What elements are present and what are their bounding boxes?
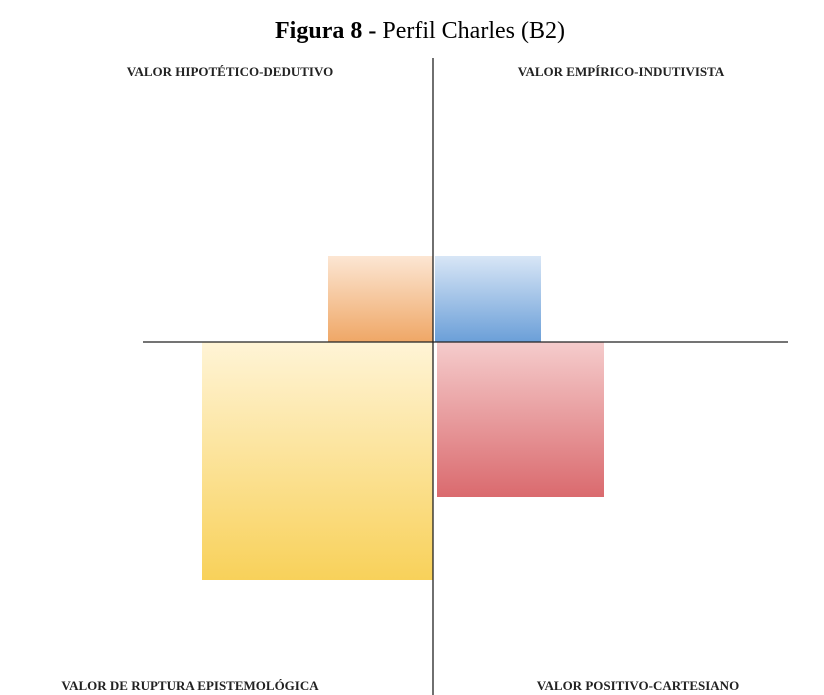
- quadrant-bar: [202, 342, 433, 580]
- quadrant-label: VALOR EMPÍRICO-INDUTIVISTA: [518, 64, 725, 79]
- quadrant-bar: [437, 342, 604, 497]
- quadrant-label: VALOR DE RUPTURA EPISTEMOLÓGICA: [61, 678, 319, 693]
- title-text: Perfil Charles (B2): [382, 18, 565, 44]
- title-prefix: Figura 8 -: [275, 18, 376, 44]
- quadrant-label: VALOR HIPOTÉTICO-DEDUTIVO: [127, 64, 333, 79]
- quadrant-bar: [328, 256, 433, 342]
- quadrant-bar: [435, 256, 541, 342]
- title: Figura 8 - Perfil Charles (B2): [275, 18, 565, 44]
- quadrant-label: VALOR POSITIVO-CARTESIANO: [537, 678, 739, 693]
